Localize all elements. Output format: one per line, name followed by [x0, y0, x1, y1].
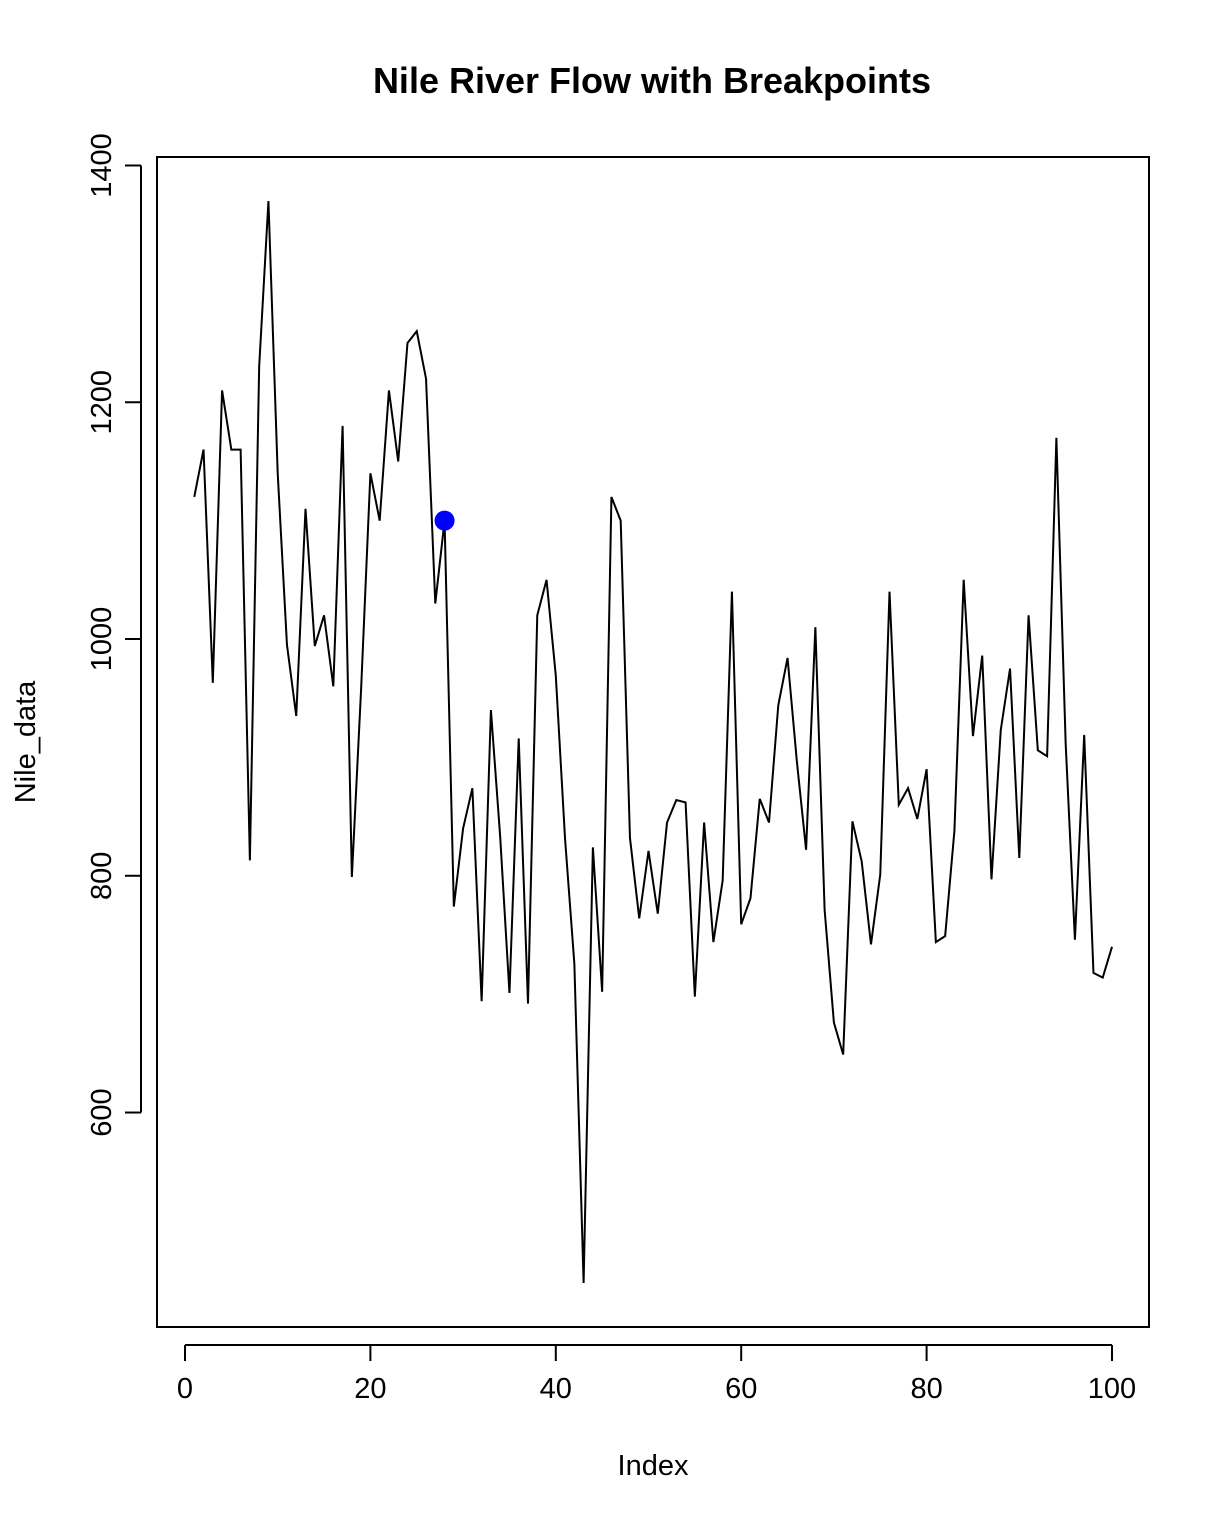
plot-frame: [156, 156, 1150, 1328]
chart-title: Nile River Flow with Breakpoints: [373, 60, 931, 101]
y-tick-label: 1400: [86, 133, 118, 198]
y-tick-label: 1200: [86, 370, 118, 435]
y-axis-label: Nile_data: [10, 680, 42, 803]
x-tick-label: 40: [540, 1373, 572, 1405]
y-tick-label: 800: [86, 852, 118, 900]
breakpoint-layer: [434, 510, 455, 531]
y-tick-label: 600: [86, 1088, 118, 1136]
breakpoint-marker: [434, 510, 455, 531]
y-tick-label: 1000: [86, 607, 118, 672]
x-tick-label: 20: [354, 1373, 386, 1405]
x-tick-label: 80: [910, 1373, 942, 1405]
series-line-0: [193, 200, 1113, 1284]
x-tick-label: 0: [177, 1373, 193, 1405]
series-layer: [193, 200, 1113, 1284]
x-tick-label: 100: [1088, 1373, 1136, 1405]
x-axis-label: Index: [618, 1450, 689, 1482]
x-axis: 0 20 40 60 80 100: [177, 1344, 1136, 1405]
x-tick-label: 60: [725, 1373, 757, 1405]
y-axis: 600 800 1000 1200 1400: [86, 133, 142, 1137]
